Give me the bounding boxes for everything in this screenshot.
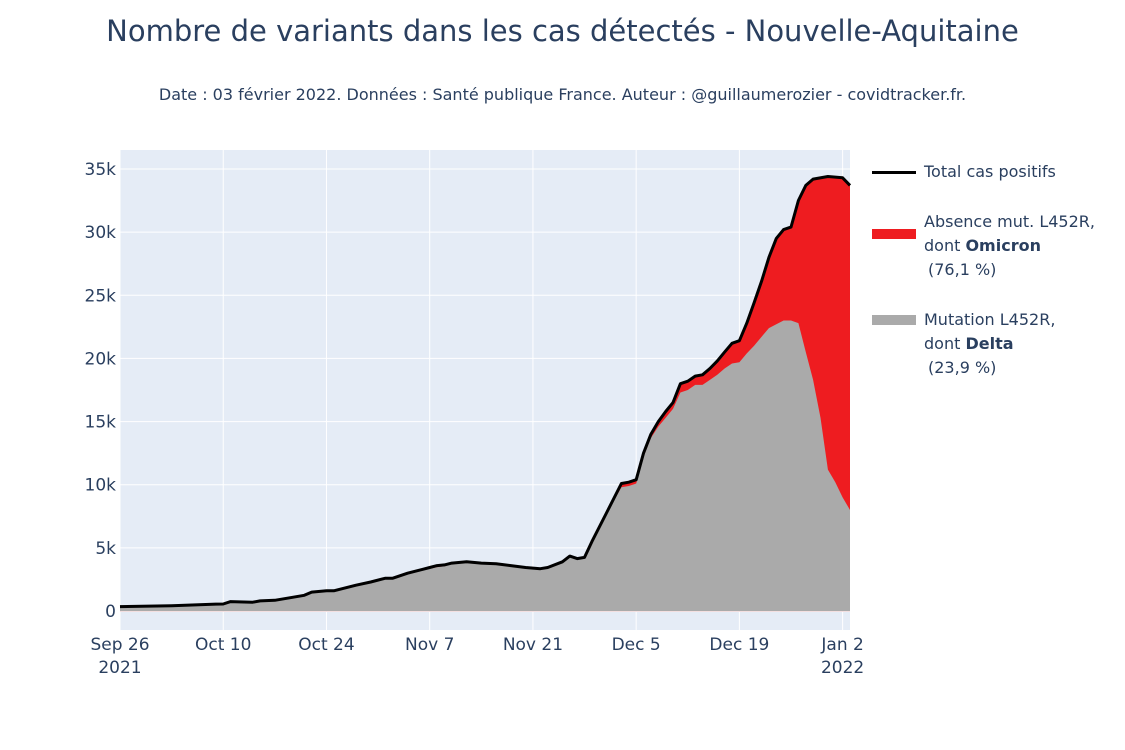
- x-tick-label: Jan 2: [820, 635, 863, 655]
- y-tick-label: 15k: [85, 413, 117, 433]
- x-tick-label: Dec 19: [709, 635, 769, 655]
- x-tick-label: Dec 5: [612, 635, 661, 655]
- y-tick-label: 35k: [85, 160, 117, 180]
- x-axis-ticks: Sep 26 2021 Oct 10 Oct 24 Nov 7 Nov 21 Dec 5 De…: [90, 635, 864, 678]
- legend-label-total: Total cas positifs: [924, 162, 1056, 181]
- x-tick-label: Nov 7: [405, 635, 454, 655]
- legend-swatch-delta: [872, 315, 916, 325]
- legend-omicron-bold: Omicron: [965, 236, 1041, 255]
- legend: Total cas positifs Absence mut. L452R, d…: [870, 160, 1120, 380]
- delta-area: [120, 320, 850, 612]
- legend-swatch-omicron: [872, 229, 916, 239]
- legend-item-omicron[interactable]: Absence mut. L452R, dont Omicron (76,1 %…: [870, 210, 1120, 282]
- total-cases-line: [119, 175, 852, 609]
- legend-label-delta-line2: dont Delta: [924, 332, 1120, 356]
- legend-label-omicron-line1: Absence mut. L452R,: [924, 212, 1095, 231]
- legend-item-total[interactable]: Total cas positifs: [870, 160, 1120, 184]
- legend-label-delta-pct: (23,9 %): [928, 358, 997, 377]
- x-tick-label: Oct 24: [298, 635, 354, 655]
- x-tick-label: Sep 26: [90, 635, 149, 655]
- y-tick-label: 0: [105, 602, 116, 622]
- y-tick-label: 5k: [95, 539, 116, 559]
- y-axis-ticks: 0 5k 10k 15k 20k 25k 30k 35k: [85, 160, 117, 622]
- chart-title: Nombre de variants dans les cas détectés…: [106, 14, 1019, 48]
- chart-subtitle: Date : 03 février 2022. Données : Santé …: [158, 85, 967, 104]
- legend-swatch-total: [872, 171, 916, 174]
- x-tick-label: Oct 10: [195, 635, 251, 655]
- x-tick-label: Nov 21: [503, 635, 563, 655]
- y-tick-label: 10k: [85, 476, 117, 496]
- x-tick-year-label: 2021: [98, 658, 141, 678]
- y-tick-label: 20k: [85, 349, 117, 369]
- legend-label-delta-line1: Mutation L452R,: [924, 310, 1056, 329]
- legend-delta-prefix: dont: [924, 334, 966, 353]
- legend-label-omicron-pct: (76,1 %): [928, 260, 997, 279]
- y-tick-label: 30k: [85, 223, 117, 243]
- y-tick-label: 25k: [85, 286, 117, 306]
- x-tick-year-label: 2022: [821, 658, 864, 678]
- legend-item-delta[interactable]: Mutation L452R, dont Delta (23,9 %): [870, 308, 1120, 380]
- legend-omicron-prefix: dont: [924, 236, 966, 255]
- legend-label-omicron-line2: dont Omicron: [924, 234, 1120, 258]
- legend-delta-bold: Delta: [965, 334, 1014, 353]
